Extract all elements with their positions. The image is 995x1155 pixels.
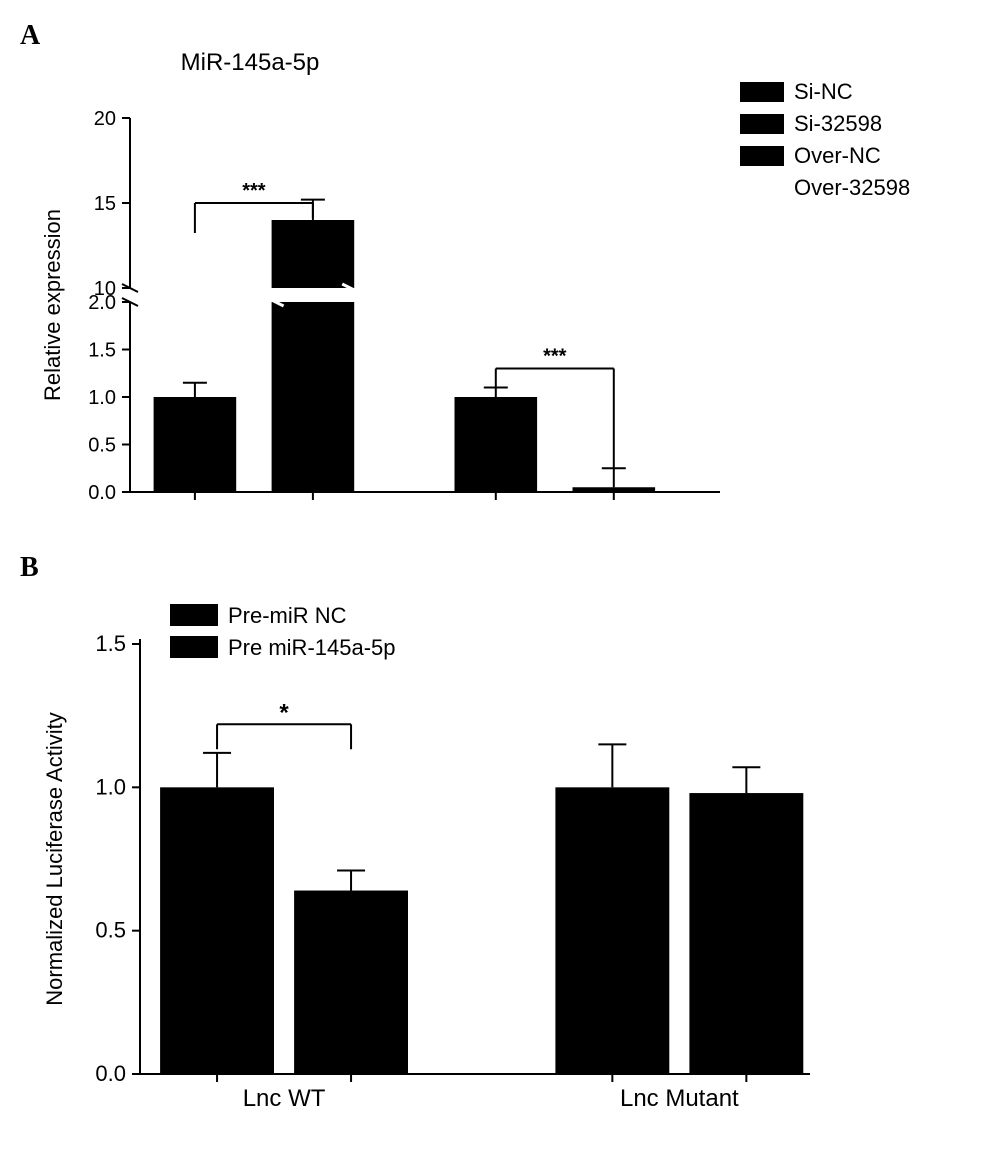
svg-text:15: 15	[94, 193, 116, 215]
svg-text:Relative expression: Relative expression	[40, 209, 65, 401]
svg-text:Pre-miR NC: Pre-miR NC	[228, 603, 347, 628]
svg-text:10: 10	[94, 278, 116, 300]
chart-a-container: MiR-145a-5p0.00.51.01.52.0101520Relative…	[20, 52, 975, 532]
chart-b-container: 0.0 0.5 1.0 1.5 Normalized Luciferase Activi…	[20, 584, 975, 1134]
svg-text:20: 20	[94, 108, 116, 130]
svg-text:Over-NC: Over-NC	[794, 143, 881, 168]
chart-b-svg: 0.0 0.5 1.0 1.5 Normalized Luciferase Activi…	[20, 584, 840, 1134]
svg-text:1.0: 1.0	[88, 387, 116, 409]
svg-text:1.5: 1.5	[95, 631, 126, 656]
svg-text:***: ***	[543, 346, 567, 368]
svg-text:1.0: 1.0	[95, 774, 126, 799]
svg-text:Normalized Luciferase Activity: Normalized Luciferase Activity	[42, 712, 67, 1005]
panel-a: A MiR-145a-5p0.00.51.01.52.0101520Relati…	[20, 20, 975, 532]
svg-text:0.0: 0.0	[95, 1061, 126, 1086]
svg-text:Pre miR-145a-5p: Pre miR-145a-5p	[228, 635, 396, 660]
panel-b-label: B	[20, 552, 975, 584]
svg-text:0.5: 0.5	[95, 918, 126, 943]
figure: A MiR-145a-5p0.00.51.01.52.0101520Relati…	[20, 20, 975, 1134]
panel-b: B 0.0 0.5 1.0 1.5 Normalized Luciferase Acti…	[20, 552, 975, 1134]
chart-a-svg: MiR-145a-5p0.00.51.01.52.0101520Relative…	[20, 52, 975, 532]
svg-text:***: ***	[242, 180, 266, 202]
svg-text:Si-32598: Si-32598	[794, 111, 882, 136]
panel-a-label: A	[20, 20, 975, 52]
svg-text:Si-NC: Si-NC	[794, 79, 853, 104]
svg-text:1.5: 1.5	[88, 340, 116, 362]
svg-text:MiR-145a-5p: MiR-145a-5p	[181, 52, 320, 76]
svg-text:Over-32598: Over-32598	[794, 175, 910, 200]
svg-text:*: *	[279, 699, 289, 726]
svg-text:0.5: 0.5	[88, 435, 116, 457]
svg-text:Lnc Mutant: Lnc Mutant	[620, 1085, 739, 1112]
svg-text:Lnc WT: Lnc WT	[243, 1085, 326, 1112]
svg-text:0.0: 0.0	[88, 482, 116, 504]
